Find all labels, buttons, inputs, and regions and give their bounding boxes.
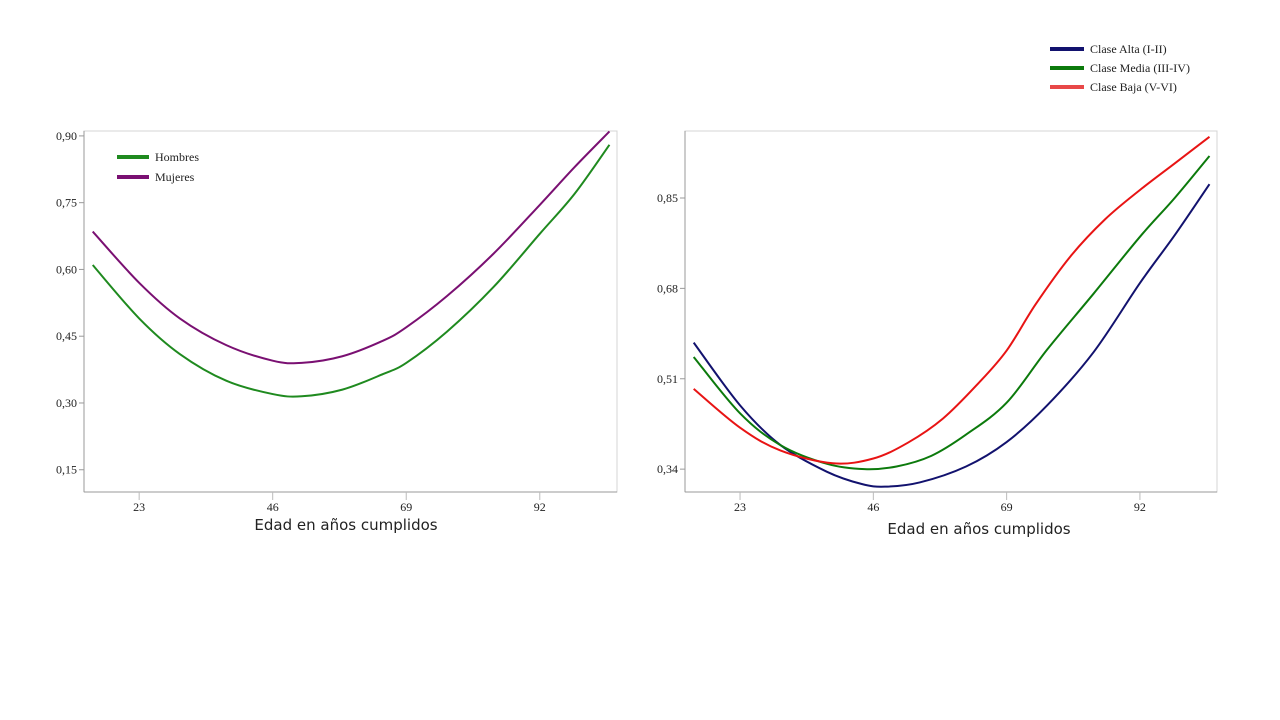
y-tick-label: 0,85 — [657, 191, 678, 205]
x-tick-label: 23 — [734, 500, 746, 514]
x-tick-label: 46 — [267, 500, 279, 514]
legend-label: Clase Baja (V-VI) — [1090, 80, 1177, 94]
series-line-clase-baja-v-vi- — [693, 136, 1211, 465]
y-tick-label: 0,51 — [657, 372, 678, 386]
y-tick-label: 0,60 — [56, 262, 77, 276]
y-tick-label: 0,68 — [657, 281, 678, 295]
y-tick-label: 0,34 — [657, 462, 678, 476]
series-line-clase-alta-i-ii- — [692, 183, 1211, 488]
x-tick-label: 23 — [133, 500, 145, 514]
x-tick-label: 69 — [1001, 500, 1013, 514]
chart-1: 0,15 0,30 0,45 0,60 0,75 0,90 23 46 69 92 Edad en … — [56, 129, 618, 534]
x-tick-label: 46 — [867, 500, 879, 514]
chart-2: 0,34 0,51 0,68 0,85 23 46 69 92 Edad en años cum… — [657, 42, 1218, 538]
y-tick-label: 0,75 — [56, 196, 77, 210]
plot-frame — [83, 130, 618, 493]
y-tick-label: 0,15 — [56, 463, 77, 477]
x-tick-label: 69 — [400, 500, 412, 514]
x-axis-label: Edad en años cumplidos — [887, 520, 1070, 538]
plot-frame — [684, 130, 1218, 493]
series-line-hombres — [91, 144, 611, 398]
y-tick-label: 0,45 — [56, 329, 77, 343]
legend-label: Clase Media (III-IV) — [1090, 61, 1190, 75]
x-tick-label: 92 — [1134, 500, 1146, 514]
legend-label: Hombres — [155, 150, 199, 164]
series-line-clase-media-iii-iv- — [692, 155, 1211, 471]
series-line-mujeres — [91, 130, 611, 365]
x-tick-label: 92 — [534, 500, 546, 514]
y-tick-label: 0,30 — [56, 396, 77, 410]
x-axis-label: Edad en años cumplidos — [254, 516, 437, 534]
legend-label: Mujeres — [155, 170, 195, 184]
y-tick-label: 0,90 — [56, 129, 77, 143]
legend-label: Clase Alta (I-II) — [1090, 42, 1167, 56]
